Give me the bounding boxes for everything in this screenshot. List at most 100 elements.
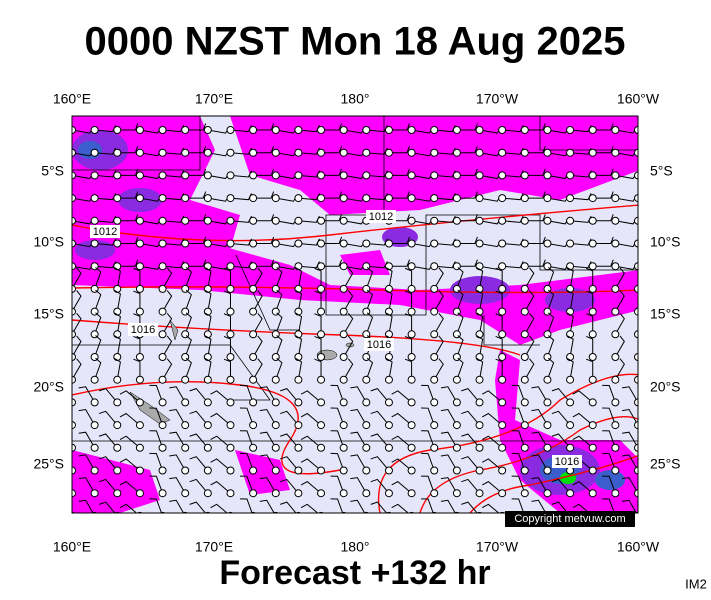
station [294,216,303,225]
wind-barb [259,408,277,426]
wind-barb [133,267,141,289]
station [203,307,212,316]
station [271,489,280,498]
station [113,375,122,384]
wind-barb [343,335,354,358]
wind-barb [321,145,343,154]
station [249,171,258,180]
station [634,307,638,316]
wind-barb [456,312,464,335]
isobar-label: 1012 [366,210,396,223]
station [362,375,371,384]
wind-barb [421,475,435,494]
wind-barb [330,475,345,494]
station [384,443,393,452]
wind-barb [239,498,253,513]
station [203,284,212,293]
station [543,489,552,498]
station [362,466,371,475]
wind-barb [321,123,343,131]
station [588,489,597,498]
station [407,443,416,452]
wind-barb [119,412,141,426]
station [158,239,167,248]
station [90,148,99,157]
station [158,171,167,180]
wind-barb [78,386,96,403]
station [158,216,167,225]
isobar-label: 1016 [364,338,394,351]
station [271,194,280,203]
station [113,284,122,293]
wind-barb [239,384,254,403]
station [634,284,638,293]
wind-barb [551,478,571,494]
station [113,262,122,271]
wind-barb [524,358,535,380]
station [498,398,507,407]
station [588,330,597,339]
station [520,148,529,157]
station [452,443,461,452]
station [135,194,144,203]
station [452,466,461,475]
station [294,194,303,203]
wind-barb [119,503,138,513]
station [249,239,258,248]
station [430,489,439,498]
wind-barb [531,477,548,494]
wind-barb [481,458,503,471]
wind-barb [566,289,574,312]
station [588,284,597,293]
wind-barb [404,313,413,335]
wind-barb [481,503,500,513]
station [475,375,484,384]
wind-barb [456,357,464,380]
wind-barb [253,236,275,244]
station [430,307,439,316]
station [520,375,529,384]
station [339,239,348,248]
station [181,171,190,180]
wind-barb [189,456,209,471]
station [249,307,258,316]
station [430,284,439,293]
station [362,126,371,134]
station [384,239,393,248]
station [203,239,212,248]
wind-barb [162,358,173,380]
station [611,148,620,157]
copyright: Copyright metvuw.com [514,513,625,525]
station [317,443,326,452]
wind-barb [185,123,207,131]
station [203,421,212,430]
wind-barb [239,452,254,471]
station [452,398,461,407]
station [634,398,638,407]
wind-barb [524,145,546,154]
station [475,421,484,430]
station [475,330,484,339]
wind-barb [343,267,354,290]
station [520,307,529,316]
wind-barb [365,266,374,290]
wind-barb [546,357,555,380]
station [72,330,76,339]
station [203,375,212,384]
station [498,262,507,271]
wind-barb [524,236,546,244]
station [90,443,99,452]
title: 0000 NZST Mon 18 Aug 2025 [85,20,626,64]
wind-barb [614,290,625,312]
wind-barb [586,267,594,289]
station [181,216,190,225]
station [203,398,212,407]
station [588,375,597,384]
station [181,398,190,407]
wind-barb [184,312,192,335]
station [588,126,597,134]
station [611,489,620,498]
station [90,489,99,498]
station [135,239,144,248]
wind-barb [223,358,231,380]
